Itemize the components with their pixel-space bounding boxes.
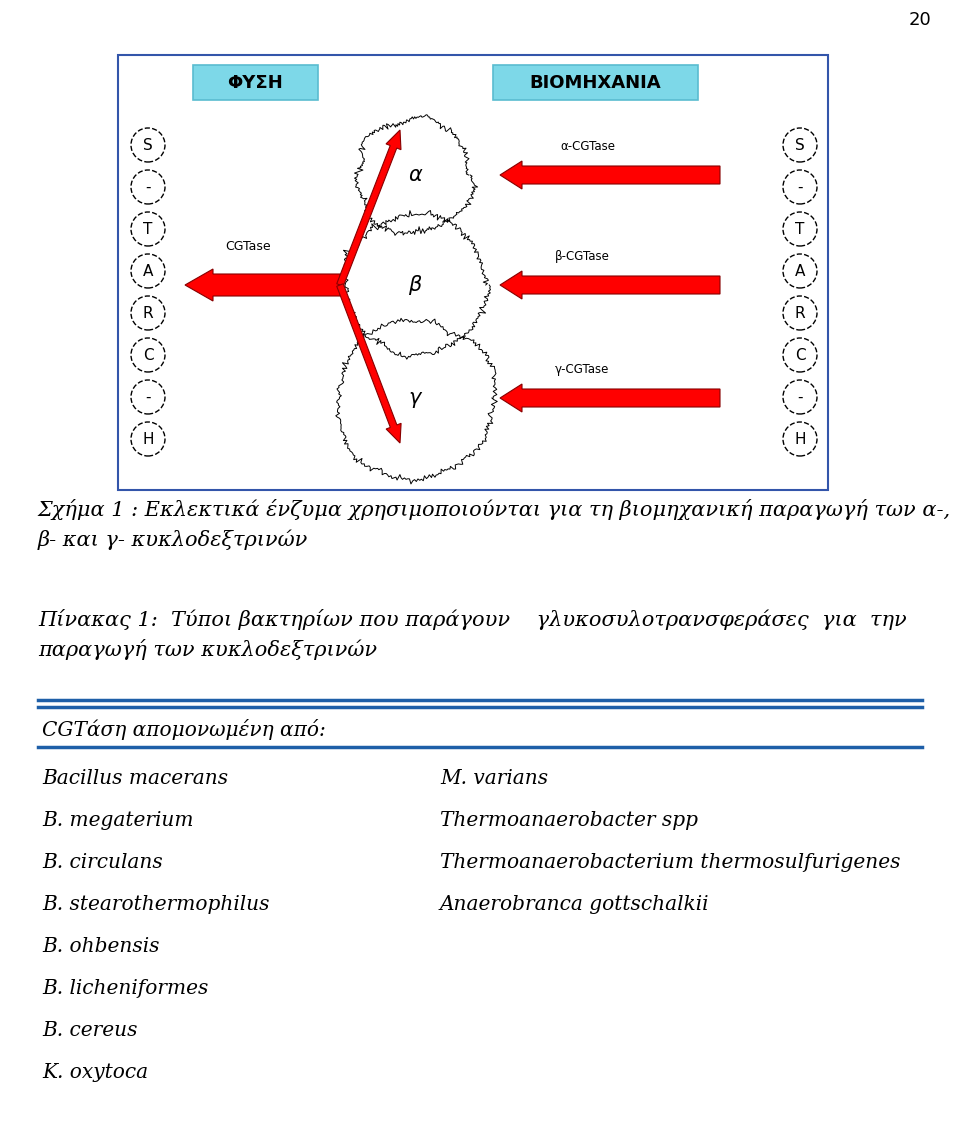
Text: S: S xyxy=(143,137,153,153)
Text: B. stearothermophilus: B. stearothermophilus xyxy=(42,895,270,915)
Text: T: T xyxy=(143,222,153,237)
Text: -: - xyxy=(145,389,151,404)
Text: ΦΥΣΗ: ΦΥΣΗ xyxy=(228,74,283,92)
FancyArrow shape xyxy=(500,271,720,299)
Text: CGTase: CGTase xyxy=(226,240,271,254)
FancyArrow shape xyxy=(337,130,401,286)
FancyArrow shape xyxy=(337,284,401,443)
Text: Thermoanaerobacterium thermosulfurigenes: Thermoanaerobacterium thermosulfurigenes xyxy=(440,854,900,873)
Circle shape xyxy=(783,212,817,246)
Circle shape xyxy=(783,380,817,414)
Text: Thermoanaerobacter spp: Thermoanaerobacter spp xyxy=(440,812,698,831)
Text: α: α xyxy=(408,165,421,185)
Text: S: S xyxy=(795,137,804,153)
Text: Σχήμα 1 : Εκλεκτικά ένζυμα χρησιμοποιούνται για τη βιομηχανική παραγωγή των α-,: Σχήμα 1 : Εκλεκτικά ένζυμα χρησιμοποιούν… xyxy=(38,499,951,521)
Text: Bacillus macerans: Bacillus macerans xyxy=(42,770,228,789)
Text: β: β xyxy=(408,275,421,295)
FancyArrow shape xyxy=(500,384,720,412)
Text: C: C xyxy=(795,348,805,362)
Text: R: R xyxy=(143,306,154,320)
Text: H: H xyxy=(794,431,805,446)
Text: A: A xyxy=(795,264,805,278)
Text: M. varians: M. varians xyxy=(440,770,548,789)
Circle shape xyxy=(131,380,165,414)
Text: -: - xyxy=(797,180,803,195)
FancyArrow shape xyxy=(185,269,340,301)
Polygon shape xyxy=(354,114,478,235)
Text: β-CGTase: β-CGTase xyxy=(555,250,610,263)
Circle shape xyxy=(783,295,817,331)
Text: 20: 20 xyxy=(908,11,931,29)
Text: B. cereus: B. cereus xyxy=(42,1021,137,1040)
Text: -: - xyxy=(797,389,803,404)
Text: C: C xyxy=(143,348,154,362)
Text: B. circulans: B. circulans xyxy=(42,854,163,873)
Text: Πίνακας 1:  Τύποι βακτηρίων που παράγουν    γλυκοσυλοτρανσφεράσες  για  την: Πίνακας 1: Τύποι βακτηρίων που παράγουν … xyxy=(38,609,907,631)
Circle shape xyxy=(783,422,817,456)
Text: Anaerobranca gottschalkii: Anaerobranca gottschalkii xyxy=(440,895,709,915)
Text: B. megaterium: B. megaterium xyxy=(42,812,194,831)
Text: γ-CGTase: γ-CGTase xyxy=(555,363,610,376)
Text: β- και γ- κυκλοδεξτρινών: β- και γ- κυκλοδεξτρινών xyxy=(38,530,308,550)
Text: B. licheniformes: B. licheniformes xyxy=(42,979,208,998)
Circle shape xyxy=(783,128,817,162)
Text: γ: γ xyxy=(409,388,421,408)
FancyArrow shape xyxy=(500,161,720,189)
Text: παραγωγή των κυκλοδεξτρινών: παραγωγή των κυκλοδεξτρινών xyxy=(38,640,377,660)
FancyBboxPatch shape xyxy=(193,65,318,100)
Text: T: T xyxy=(795,222,804,237)
Circle shape xyxy=(131,338,165,372)
Text: H: H xyxy=(142,431,154,446)
Circle shape xyxy=(131,170,165,204)
Circle shape xyxy=(131,295,165,331)
Text: α-CGTase: α-CGTase xyxy=(560,140,615,153)
Text: B. ohbensis: B. ohbensis xyxy=(42,937,159,957)
Text: R: R xyxy=(795,306,805,320)
Circle shape xyxy=(131,422,165,456)
Text: ΒΙΟΜΗΧΑΝΙΑ: ΒΙΟΜΗΧΑΝΙΑ xyxy=(530,74,661,92)
Polygon shape xyxy=(343,211,491,359)
Bar xyxy=(118,55,828,490)
Text: A: A xyxy=(143,264,154,278)
FancyBboxPatch shape xyxy=(493,65,698,100)
Text: CGTάση απομονωμένη από:: CGTάση απομονωμένη από: xyxy=(42,719,325,739)
Circle shape xyxy=(783,338,817,372)
Circle shape xyxy=(131,212,165,246)
Circle shape xyxy=(783,170,817,204)
Circle shape xyxy=(783,254,817,288)
Polygon shape xyxy=(336,318,497,483)
Circle shape xyxy=(131,254,165,288)
Text: -: - xyxy=(145,180,151,195)
Circle shape xyxy=(131,128,165,162)
Text: K. oxytoca: K. oxytoca xyxy=(42,1063,148,1082)
